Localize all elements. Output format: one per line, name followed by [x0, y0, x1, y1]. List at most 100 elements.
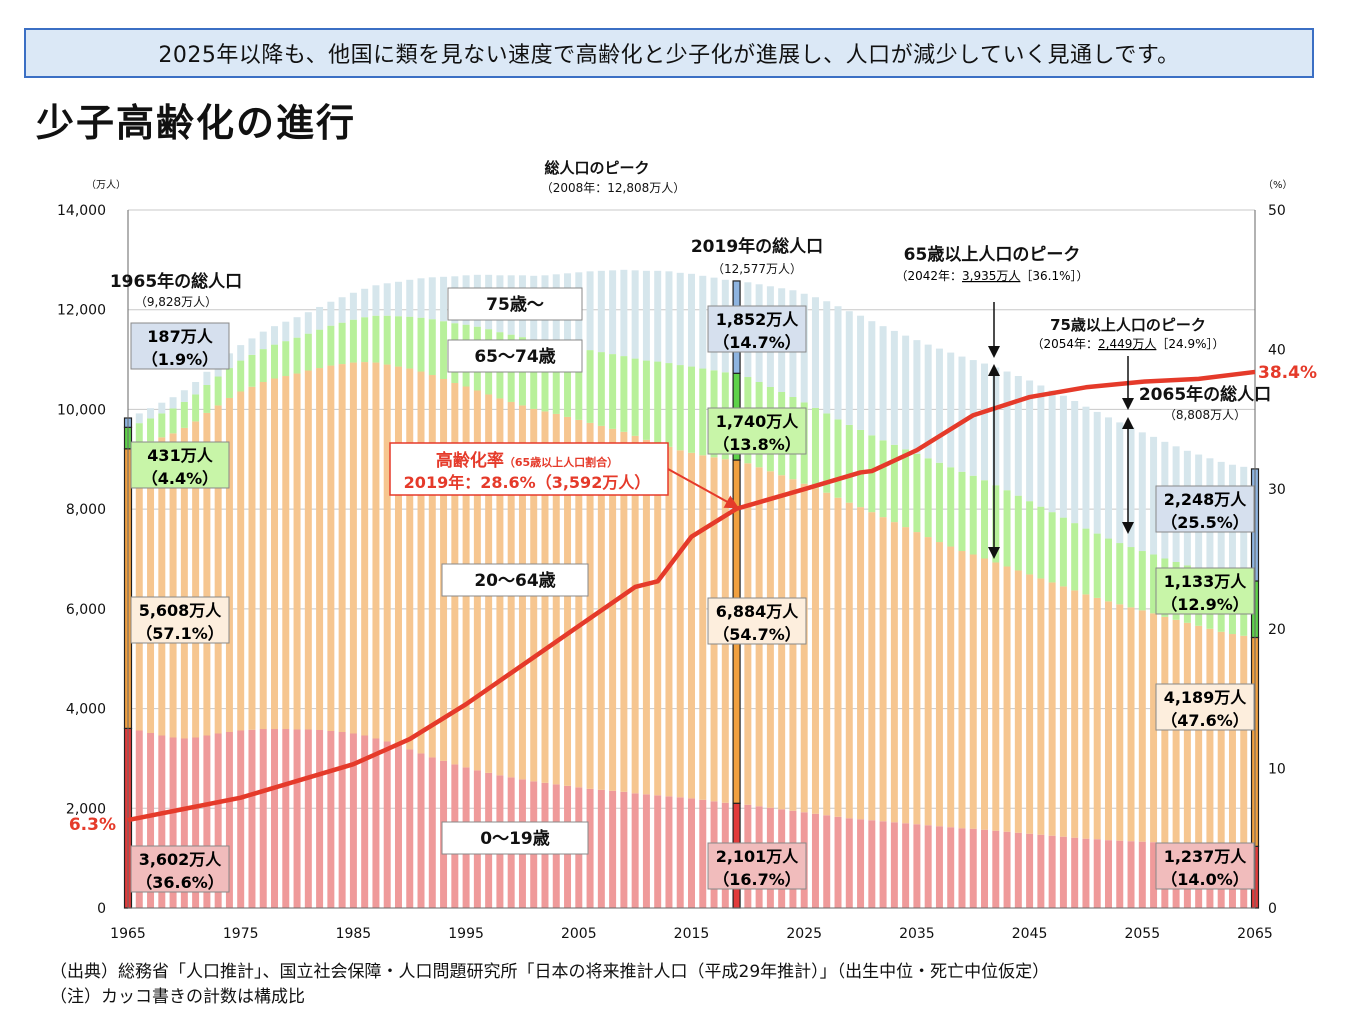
band-label-75-plus-box	[447, 287, 583, 321]
bar-2049-0～19歳	[1071, 837, 1079, 908]
bar-2012-65～74歳	[654, 361, 662, 444]
bar-2006-0～19歳	[586, 788, 594, 908]
bar-2009-20～64歳	[620, 431, 628, 792]
bar-2053-20～64歳	[1116, 604, 1124, 841]
bar-2006-75歳～	[586, 271, 594, 351]
x-tick-label: 2005	[561, 926, 597, 942]
bar-2046-20～64歳	[1037, 578, 1045, 835]
bar-2029-65～74歳	[845, 424, 853, 503]
label-2019-0-pct: （16.7%）	[713, 870, 801, 889]
bar-2043-0～19歳	[1003, 831, 1011, 908]
bar-2026-20～64歳	[811, 488, 819, 814]
x-tick-label: 2065	[1237, 926, 1273, 942]
bar-2049-65～74歳	[1071, 523, 1079, 591]
bar-2038-75歳～	[947, 352, 955, 468]
label-1965-0-box	[130, 845, 230, 893]
y-tick-label-left: 14,000	[57, 203, 106, 219]
bar-1971-0～19歳	[192, 737, 200, 908]
label-2019-2-pct: （13.8%）	[713, 435, 801, 454]
bar-1981-75歳～	[304, 312, 312, 334]
bar-2043-75歳～	[1003, 371, 1011, 491]
bar-2040-75歳～	[969, 360, 977, 476]
bar-1972-0～19歳	[203, 735, 211, 908]
bar-1970-65～74歳	[180, 401, 188, 428]
bar-2001-65～74歳	[530, 340, 538, 409]
y-axis-unit-left: （万人）	[86, 179, 126, 191]
headline-text: 2025年以降も、他国に類を見ない速度で高齢化と少子化が進展し、人口が減少してい…	[158, 43, 1180, 68]
bar-2045-0～19歳	[1026, 833, 1034, 908]
bar-2053-75歳～	[1116, 422, 1124, 544]
label-2019-2: 1,740万人 （13.8%）	[707, 407, 807, 455]
x-tick-label: 2015	[674, 926, 710, 942]
bar-1970-20～64歳	[180, 427, 188, 739]
label-2065-2-value: 1,133万人	[1164, 572, 1248, 591]
bar-2027-65～74歳	[823, 413, 831, 493]
bar-1993-65～74歳	[440, 321, 448, 380]
bar-2028-75歳～	[834, 306, 842, 420]
bar-2034-65～74歳	[902, 449, 910, 528]
bar-1979-65～74歳	[282, 341, 290, 377]
bar-2056-65～74歳	[1150, 554, 1158, 614]
bar-2043-65～74歳	[1003, 490, 1011, 567]
label-2019-1-box	[707, 597, 807, 645]
bar-2046-0～19歳	[1037, 834, 1045, 908]
y-tick-label-left: 0	[97, 901, 106, 917]
label-2065-2: 1,133万人 （12.9%）	[1155, 567, 1255, 615]
bar-2039-0～19歳	[958, 828, 966, 908]
bar-2032-0～19歳	[879, 821, 887, 908]
bar-2027-20～64歳	[823, 492, 831, 816]
aging-rate-callout-title: 高齢化率（65歳以上人口割合）	[436, 450, 618, 471]
peak-75-sub: （2054年：2,449万人［24.9%］）	[1031, 337, 1224, 351]
bar-1967-75歳～	[147, 408, 155, 419]
label-2019-3-pct: （14.7%）	[713, 333, 801, 352]
bar-1974-0～19歳	[225, 732, 233, 908]
total-2019-title: 2019年の総人口	[691, 236, 823, 257]
bar-2009-65～74歳	[620, 356, 628, 432]
bar-2014-20～64歳	[676, 450, 684, 798]
bar-2030-75歳～	[857, 315, 865, 430]
label-2019-2-value: 1,740万人	[716, 412, 800, 431]
bar-2013-65～74歳	[665, 363, 673, 447]
label-1965-3-box	[130, 322, 230, 370]
bar-2036-20～64歳	[924, 537, 932, 826]
bar-2007-75歳～	[597, 270, 605, 353]
bar-2054-65～74歳	[1127, 547, 1135, 608]
label-2019-2-box	[707, 407, 807, 455]
x-tick-label: 1975	[223, 926, 259, 942]
bar-2005-20～64歳	[575, 419, 583, 788]
bar-1981-0～19歳	[304, 729, 312, 908]
label-1965-0-value: 3,602万人	[139, 850, 223, 869]
bar-2034-0～19歳	[902, 823, 910, 908]
bar-2045-20～64歳	[1026, 574, 1034, 834]
bar-2040-20～64歳	[969, 554, 977, 829]
bar-1978-75歳～	[271, 326, 279, 345]
bar-2004-20～64歳	[564, 416, 572, 786]
composition-note: （注）カッコ書きの計数は構成比	[50, 987, 305, 1007]
label-1965-2-pct: （4.4%）	[142, 469, 218, 488]
bar-2039-75歳～	[958, 356, 966, 472]
bar-1986-75歳～	[361, 288, 369, 318]
bar-2031-0～19歳	[868, 820, 876, 908]
bar-1975-65～74歳	[237, 360, 245, 392]
bar-1973-65～74歳	[214, 376, 222, 406]
bar-2058-20～64歳	[1172, 619, 1180, 844]
bar-2027-75歳～	[823, 301, 831, 414]
bar-1992-75歳～	[428, 277, 436, 320]
bar-2008-0～19歳	[609, 790, 617, 908]
bar-1990-75歳～	[406, 279, 414, 317]
bar-2056-0～19歳	[1150, 842, 1158, 908]
peak-total-title: 総人口のピーク	[544, 159, 649, 177]
peak-65-title: 65歳以上人口のピーク	[904, 244, 1081, 265]
bar-2033-0～19歳	[890, 822, 898, 908]
bar-2037-20～64歳	[935, 542, 943, 827]
y-tick-label-right: 10	[1268, 761, 1286, 777]
bar-2044-65～74歳	[1014, 495, 1022, 571]
total-1965-title: 1965年の総人口	[110, 271, 242, 292]
bar-1983-75歳～	[327, 301, 335, 326]
bar-2028-20～64歳	[834, 497, 842, 817]
bar-2038-0～19歳	[947, 827, 955, 908]
bar-2002-65～74歳	[541, 342, 549, 412]
bar-1976-0～19歳	[248, 729, 256, 908]
total-2065-sub: （8,808万人）	[1164, 408, 1246, 422]
bar-1980-0～19歳	[293, 729, 301, 908]
